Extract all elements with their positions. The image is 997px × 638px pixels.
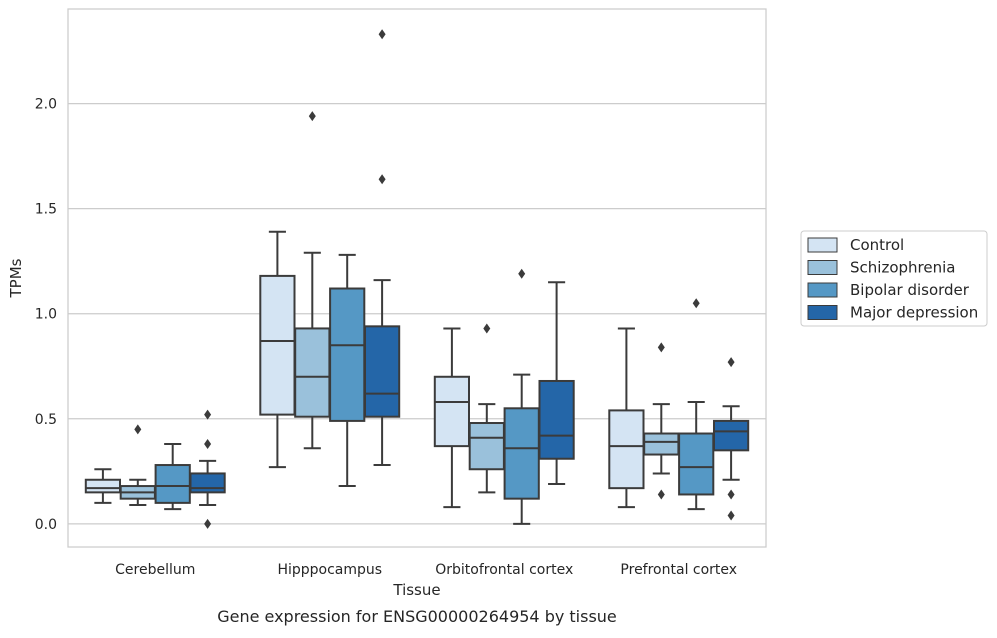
x-tick-label: Orbitofrontal cortex xyxy=(435,562,573,578)
outlier-point xyxy=(378,29,386,40)
box-0-1 xyxy=(119,424,156,506)
box-2-3 xyxy=(538,281,575,485)
legend-item: Major depression xyxy=(807,304,978,322)
y-tick-label: 0.0 xyxy=(35,517,57,533)
outlier-point xyxy=(518,268,526,279)
legend-item: Bipolar disorder xyxy=(807,281,970,299)
outlier-point xyxy=(204,439,212,450)
box-1-1 xyxy=(294,111,331,450)
outlier-point xyxy=(378,174,386,185)
box-body xyxy=(154,464,191,504)
y-axis-ticks: 0.0 0.5 1.0 1.5 2.0 xyxy=(35,97,57,533)
box-body xyxy=(363,325,401,418)
legend-swatch xyxy=(807,237,838,253)
legend-label: Major depression xyxy=(850,304,978,322)
y-axis-title: TPMs xyxy=(7,258,25,298)
legend: Control Schizophrenia Bipolar disorder Majo… xyxy=(800,230,988,327)
outlier-point xyxy=(657,489,665,500)
box-body xyxy=(329,287,366,422)
box-body xyxy=(433,375,471,448)
box-body xyxy=(538,379,575,460)
y-tick-label: 2.0 xyxy=(35,97,57,113)
box-3-0 xyxy=(608,327,645,509)
legend-item: Schizophrenia xyxy=(807,259,955,277)
y-tick-label: 1.5 xyxy=(35,202,57,218)
outlier-point xyxy=(204,409,212,420)
outlier-point xyxy=(204,518,212,529)
gridlines xyxy=(68,102,766,525)
x-tick-label: Cerebellum xyxy=(115,562,195,578)
legend-items: Control Schizophrenia Bipolar disorder Majo… xyxy=(807,236,978,322)
box-0-3 xyxy=(189,409,226,529)
box-body xyxy=(189,472,226,494)
box-3-1 xyxy=(643,342,680,500)
box-body xyxy=(608,409,645,490)
box-body xyxy=(678,432,715,496)
legend-frame xyxy=(800,230,988,327)
box-1-3 xyxy=(363,29,401,467)
box-1-0 xyxy=(259,230,296,469)
box-body xyxy=(259,274,296,416)
outlier-point xyxy=(134,424,142,435)
x-tick-label: Hipppocampus xyxy=(277,562,382,578)
outlier-point xyxy=(308,111,316,122)
boxes xyxy=(84,29,750,529)
x-axis-ticks: Cerebellum Hipppocampus Orbitofrontal cort… xyxy=(115,562,737,578)
legend-label: Schizophrenia xyxy=(850,259,955,277)
box-body xyxy=(84,478,122,494)
chart-caption: Gene expression for ENSG00000264954 by t… xyxy=(217,607,617,626)
legend-swatch xyxy=(807,260,838,275)
plot-area-frame xyxy=(67,8,767,548)
outlier-point xyxy=(727,489,735,500)
box-body xyxy=(712,419,750,452)
box-body xyxy=(294,327,331,418)
box-2-0 xyxy=(433,327,471,509)
box-2-1 xyxy=(468,323,505,494)
outlier-point xyxy=(727,357,735,368)
box-0-2 xyxy=(154,443,191,511)
outlier-point xyxy=(657,342,665,353)
box-2-2 xyxy=(503,268,540,525)
outlier-point xyxy=(692,298,700,309)
x-axis-title: Tissue xyxy=(392,581,440,599)
legend-item: Control xyxy=(807,236,904,254)
box-0-0 xyxy=(84,468,122,504)
box-3-2 xyxy=(678,298,715,511)
legend-label: Control xyxy=(850,236,904,254)
outlier-point xyxy=(483,323,491,334)
legend-label: Bipolar disorder xyxy=(850,281,970,299)
x-tick-label: Prefrontal cortex xyxy=(620,562,737,578)
box-1-2 xyxy=(329,253,366,488)
legend-swatch xyxy=(807,305,838,320)
y-tick-label: 1.0 xyxy=(35,307,57,323)
legend-swatch xyxy=(807,282,838,298)
box-body xyxy=(643,432,680,456)
box-body xyxy=(503,407,540,500)
outlier-point xyxy=(727,510,735,521)
y-tick-label: 0.5 xyxy=(35,412,57,428)
box-3-3 xyxy=(712,357,750,521)
box-body xyxy=(468,422,505,471)
